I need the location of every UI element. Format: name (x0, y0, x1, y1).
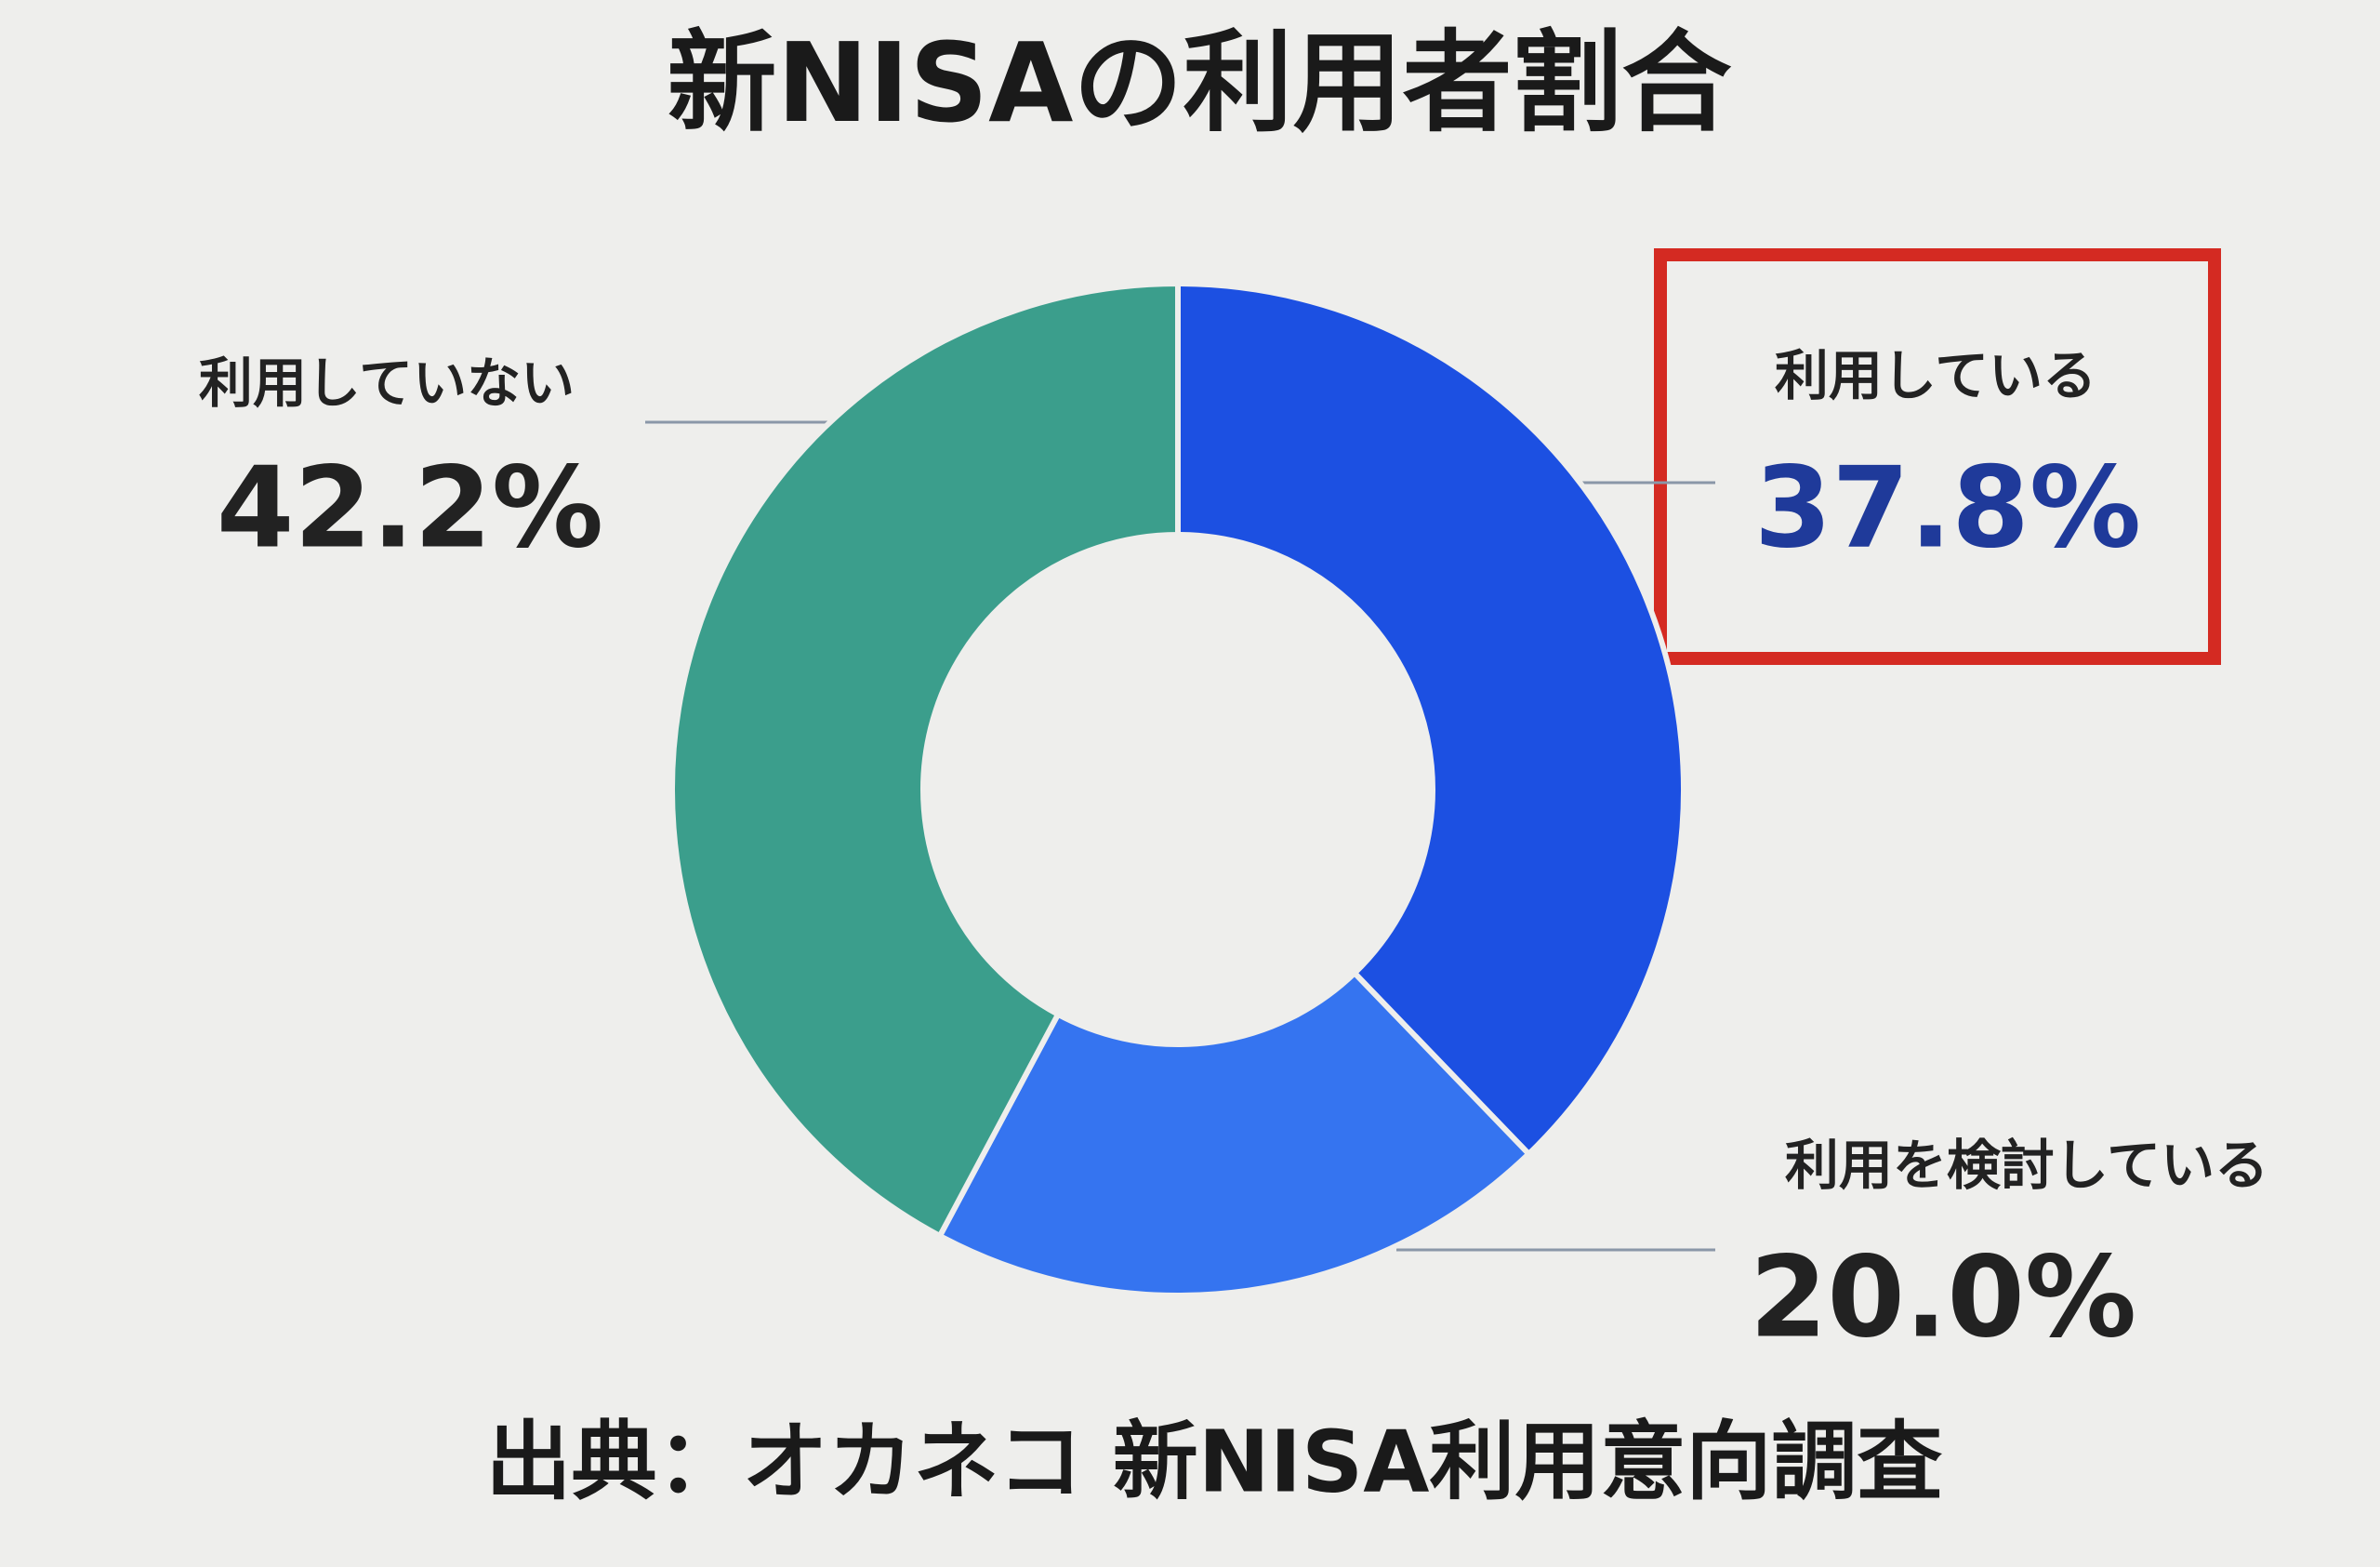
category-label: 利用している (1775, 344, 2096, 407)
highlight-box (1654, 248, 2221, 665)
value-label: 37.8% (1754, 445, 2141, 574)
donut-segment (669, 280, 1181, 1241)
value-label: 20.0% (1750, 1234, 2136, 1363)
source-note: 出典：オカネコ 新NISA利用意向調査 (486, 1412, 1943, 1511)
chart-title: 新NISAの利用者割合 (668, 19, 1732, 147)
donut-segment (1175, 280, 1686, 1159)
value-label: 42.2% (217, 445, 603, 574)
category-label: 利用していない (199, 352, 575, 415)
category-label: 利用を検討している (1785, 1134, 2268, 1197)
donut-segment (935, 969, 1533, 1299)
